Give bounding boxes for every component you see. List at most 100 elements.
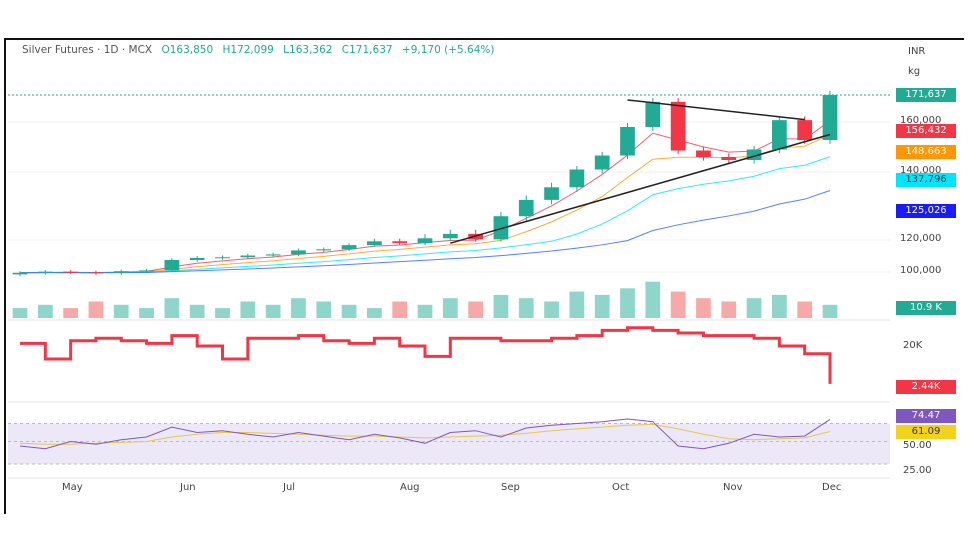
- ma-tag: 125,026: [896, 204, 956, 218]
- rsi-axis-tick: 50.00: [903, 439, 932, 451]
- trendline: [627, 99, 805, 121]
- candle-body: [341, 245, 357, 250]
- candle-body: [265, 254, 281, 256]
- trendline: [450, 133, 831, 244]
- moving-average-line: [19, 120, 831, 274]
- rsi-axis-tick: 25.00: [903, 465, 932, 476]
- ohlc-change: +9,170 (+5.64%): [401, 44, 495, 56]
- volume-bar: [746, 298, 762, 318]
- volume-bar: [189, 304, 205, 318]
- volume-bar: [594, 294, 610, 318]
- volume-bar: [569, 291, 585, 318]
- rsi-band: [8, 423, 890, 464]
- candle-body: [594, 155, 610, 170]
- volume-tag: 10.9 K: [896, 301, 956, 315]
- candle-body: [113, 271, 129, 274]
- candle-body: [569, 169, 585, 188]
- candle-body: [442, 233, 458, 239]
- volume-bar: [721, 301, 737, 318]
- volume-bar: [37, 304, 53, 318]
- rsi-tag: 74.47: [896, 409, 956, 423]
- volume-bar: [265, 304, 281, 318]
- candle-body: [544, 187, 559, 200]
- volume-bar: [139, 308, 154, 318]
- volume-bar: [696, 298, 711, 318]
- candle-body: [721, 157, 737, 160]
- price-axis-tick: 120,000: [900, 233, 942, 244]
- volume-bar: [392, 301, 408, 318]
- candle-body: [63, 271, 78, 273]
- ma-tag: 156,432: [896, 124, 956, 138]
- candle-body: [291, 250, 306, 255]
- time-axis-tick: Dec: [822, 482, 842, 493]
- volume-bar: [367, 308, 382, 318]
- volume-bar: [493, 294, 509, 318]
- candle-body: [88, 272, 104, 274]
- volume-bar: [164, 298, 180, 318]
- candle-body: [316, 249, 332, 251]
- time-axis-tick: Sep: [501, 482, 520, 493]
- candle-body: [12, 272, 28, 275]
- candle-body: [139, 270, 154, 272]
- ohlc-low: L163,362: [283, 44, 333, 56]
- volume-bar: [822, 304, 838, 318]
- time-axis-tick: Nov: [723, 482, 743, 493]
- volume-bar: [215, 308, 230, 318]
- candle-body: [189, 257, 205, 260]
- candle-body: [392, 241, 408, 244]
- candle-body: [518, 199, 534, 217]
- price-axis-tick: 140,000: [900, 165, 942, 176]
- ohlc-open: O163,850: [161, 44, 214, 56]
- moving-average-line: [19, 156, 831, 274]
- candle-body: [696, 150, 711, 157]
- volume-bar: [88, 301, 104, 318]
- volume-bar: [797, 301, 813, 318]
- candle-body: [37, 271, 53, 273]
- time-axis-tick: Jun: [180, 482, 196, 493]
- ma-tag: 137,796: [896, 173, 956, 187]
- volume-bar: [544, 301, 559, 318]
- currency-label[interactable]: INR: [908, 46, 926, 57]
- volume-bar: [670, 291, 686, 318]
- last-price-tag: 171,637: [896, 88, 956, 102]
- candle-body: [822, 95, 838, 140]
- candle-body: [493, 216, 509, 240]
- volume-bar: [645, 281, 661, 318]
- candle-body: [417, 238, 433, 244]
- ma-tag: 148,663: [896, 145, 956, 159]
- candle-body: [746, 149, 762, 160]
- oi-tag: 2.44K: [896, 380, 956, 394]
- volume-bar: [772, 294, 787, 318]
- candle-body: [670, 101, 686, 151]
- oi-axis-tick: 20K: [903, 340, 923, 351]
- time-axis-tick: Oct: [612, 482, 630, 493]
- volume-bar: [620, 288, 635, 318]
- volume-bar: [468, 301, 483, 318]
- rsi-line: [19, 418, 831, 450]
- volume-bar: [240, 301, 256, 318]
- symbol-title: Silver Futures · 1D · MCX: [22, 44, 153, 56]
- candle-body: [645, 101, 661, 127]
- candle-body: [797, 120, 813, 140]
- unit-label[interactable]: kg: [908, 66, 921, 77]
- volume-bar: [417, 304, 433, 318]
- price-axis-tick: 160,000: [900, 115, 942, 126]
- candle-body: [240, 255, 256, 258]
- candle-body: [164, 260, 180, 271]
- candle-body: [215, 257, 230, 259]
- symbol-legend: Silver Futures · 1D · MCX O163,850 H172,…: [22, 44, 494, 56]
- ohlc-high: H172,099: [222, 44, 274, 56]
- moving-average-line: [19, 190, 831, 274]
- time-axis-tick: May: [62, 482, 83, 493]
- rsi-ma-line: [19, 423, 831, 445]
- time-axis-tick: Jul: [283, 482, 296, 493]
- volume-bar: [341, 304, 357, 318]
- time-axis-tick: Aug: [400, 482, 420, 493]
- volume-bar: [113, 304, 129, 318]
- volume-bar: [316, 301, 332, 318]
- volume-bar: [291, 298, 306, 318]
- candle-body: [772, 120, 787, 150]
- volume-bar: [63, 308, 78, 318]
- rsi-ma-tag: 61.09: [896, 425, 956, 439]
